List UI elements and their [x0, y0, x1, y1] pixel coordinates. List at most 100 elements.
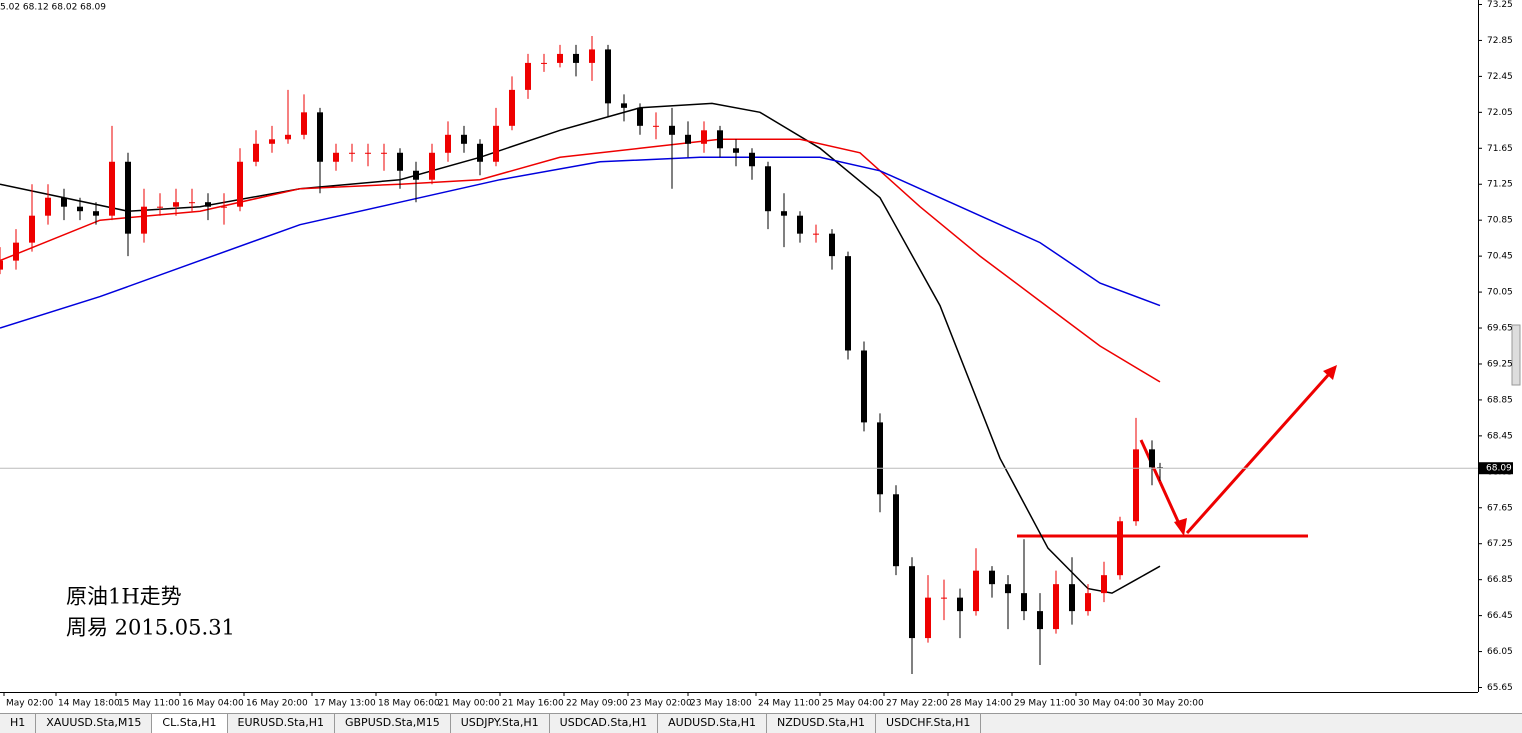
chart: 5.02 68.12 68.02 68.09 原油1H走势 周易 2015.05…	[0, 0, 1521, 709]
candle-body	[29, 215, 35, 243]
candle-body	[717, 130, 723, 149]
price-label-box	[1479, 462, 1513, 475]
candle-body	[1069, 584, 1075, 612]
header: 5.02 68.12 68.02 68.09	[0, 3, 106, 13]
tab[interactable]: GBPUSD.Sta,M15	[335, 714, 451, 733]
candle-body	[61, 197, 67, 207]
candle-body	[605, 49, 611, 104]
candle-body	[253, 143, 259, 162]
tab[interactable]: AUDUSD.Sta,H1	[658, 714, 767, 733]
candle-body	[909, 566, 915, 639]
x-tick-label: 14 May 18:00	[58, 699, 120, 709]
y-tick-label: 67.65	[1487, 503, 1513, 513]
candle-body	[237, 161, 243, 207]
drawn-arrows	[1017, 365, 1337, 538]
candle-body	[941, 597, 947, 599]
tab[interactable]: H1	[0, 714, 37, 733]
moving-average	[0, 156, 1161, 329]
y-tick-label: 66.05	[1487, 647, 1513, 657]
y-tick-label: 68.45	[1487, 431, 1513, 441]
candle-body	[477, 143, 483, 162]
candle-body	[669, 125, 675, 135]
candle-body	[973, 570, 979, 612]
candle-body	[589, 49, 595, 63]
candle-body	[1053, 584, 1059, 630]
candle-body	[0, 260, 3, 270]
arrowhead	[1323, 365, 1337, 380]
x-tick-label: 24 May 11:00	[758, 699, 820, 709]
candle-body	[765, 166, 771, 212]
y-tick-label: 67.25	[1487, 539, 1513, 549]
candle-body	[13, 242, 19, 261]
y-tick-label: 72.85	[1487, 36, 1513, 46]
candle-body	[445, 134, 451, 153]
candle-body	[1117, 521, 1123, 576]
tab[interactable]: USDCAD.Sta,H1	[550, 714, 659, 733]
candle-body	[397, 152, 403, 171]
candle-body	[301, 112, 307, 135]
x-tick-label: 29 May 11:00	[1014, 699, 1076, 709]
tab[interactable]: XAUUSD.Sta,M15	[36, 714, 153, 733]
candle-body	[205, 202, 211, 207]
tab[interactable]: USDJPY.Sta,H1	[451, 714, 550, 733]
y-tick-label: 70.45	[1487, 252, 1513, 262]
candle-body	[381, 152, 387, 154]
candle-body	[173, 202, 179, 207]
candle-body	[1149, 449, 1155, 468]
x-tick-label: 16 May 04:00	[182, 699, 244, 709]
x-tick-label: 15 May 11:00	[118, 699, 180, 709]
candle-body	[749, 152, 755, 167]
candle-body	[813, 233, 819, 235]
candle-body	[685, 134, 691, 144]
candle-body	[893, 494, 899, 567]
candle-body	[1021, 593, 1027, 612]
candle-body	[541, 62, 547, 64]
candle-body	[493, 125, 499, 162]
x-tick-label: 23 May 02:00	[630, 699, 692, 709]
y-tick-label: 72.05	[1487, 108, 1513, 118]
y-tick-label: 70.85	[1487, 216, 1513, 226]
annotation: 周易 2015.05.31	[66, 616, 235, 640]
candle-body	[621, 103, 627, 108]
candle-body	[989, 570, 995, 585]
candle-body	[413, 170, 419, 180]
annotation: 原油1H走势	[66, 585, 182, 609]
candle-body	[573, 53, 579, 63]
x-tick-label: 18 May 06:00	[378, 699, 440, 709]
candle-body	[733, 148, 739, 153]
tab[interactable]: EURUSD.Sta,H1	[228, 714, 335, 733]
x-tick-label: 17 May 13:00	[314, 699, 376, 709]
candle-body	[877, 422, 883, 495]
x-tick-label: 23 May 18:00	[690, 699, 752, 709]
y-tick-label: 68.85	[1487, 395, 1513, 405]
candle-body	[93, 211, 99, 216]
tab[interactable]: USDCHF.Sta,H1	[876, 714, 982, 733]
candle-body	[349, 152, 355, 154]
y-tick-label: 65.65	[1487, 683, 1513, 693]
x-tick-label: 21 May 00:00	[438, 699, 500, 709]
candle-body	[781, 211, 787, 216]
candle-body	[637, 107, 643, 126]
scroll-handle[interactable]	[1511, 324, 1521, 386]
y-tick-label: 66.85	[1487, 575, 1513, 585]
y-tick-label: 66.45	[1487, 611, 1513, 621]
y-tick-label: 73.25	[1487, 0, 1513, 10]
arrow-up	[1185, 372, 1332, 534]
tab[interactable]: CL.Sta,H1	[152, 714, 228, 733]
candle-body	[557, 53, 563, 63]
tab[interactable]: NZDUSD.Sta,H1	[767, 714, 877, 733]
candle-body	[1085, 593, 1091, 612]
x-tick-label: May 02:00	[6, 699, 54, 709]
candle-body	[141, 206, 147, 234]
candle-body	[861, 350, 867, 423]
candle-body	[157, 206, 163, 208]
tab-bar: H1 XAUUSD.Sta,M15 CL.Sta,H1 EURUSD.Sta,H1 GB…	[0, 713, 1522, 733]
candle-body	[925, 597, 931, 639]
candle-body	[653, 125, 659, 127]
x-tick-label: 28 May 14:00	[950, 699, 1012, 709]
candle-body	[1101, 575, 1107, 594]
y-tick-label: 71.65	[1487, 144, 1513, 154]
candle-body	[1005, 584, 1011, 594]
candle-body	[525, 62, 531, 90]
